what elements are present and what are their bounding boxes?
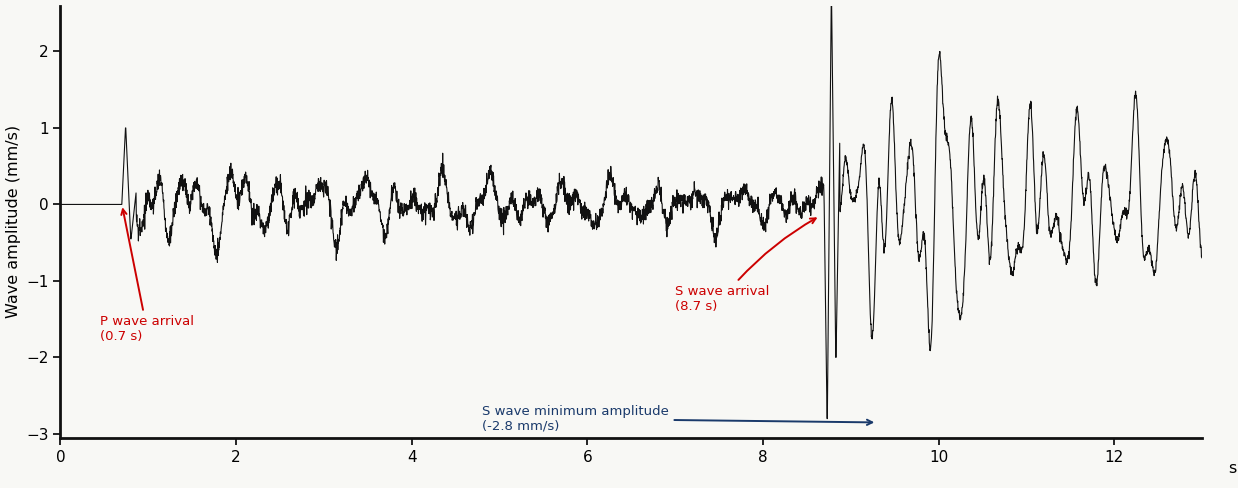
Text: P wave arrival
(0.7 s): P wave arrival (0.7 s) bbox=[100, 209, 194, 344]
Text: s: s bbox=[1228, 461, 1237, 476]
Text: S wave minimum amplitude
(-2.8 mm/s): S wave minimum amplitude (-2.8 mm/s) bbox=[482, 405, 873, 433]
Y-axis label: Wave amplitude (mm/s): Wave amplitude (mm/s) bbox=[5, 125, 21, 318]
Text: S wave arrival
(8.7 s): S wave arrival (8.7 s) bbox=[675, 218, 816, 313]
